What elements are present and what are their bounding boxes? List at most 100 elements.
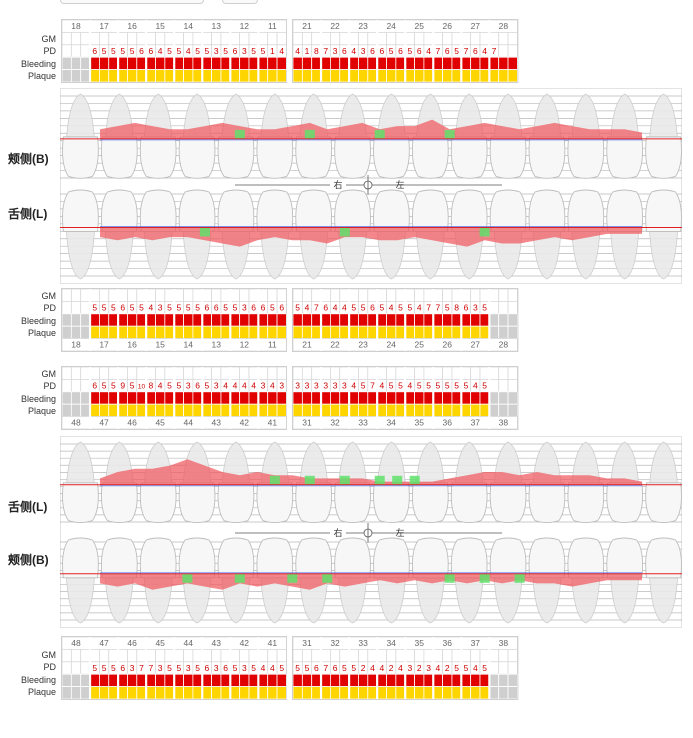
tooth-crown[interactable] bbox=[178, 189, 216, 232]
plaque-cell[interactable] bbox=[173, 403, 184, 418]
plaque-cell[interactable] bbox=[108, 686, 119, 700]
bleeding-cell[interactable] bbox=[508, 313, 519, 327]
bleeding-cell[interactable] bbox=[377, 56, 388, 71]
tooth-crown[interactable] bbox=[645, 189, 682, 232]
plaque-cell[interactable] bbox=[423, 69, 435, 83]
gm-cell[interactable] bbox=[302, 31, 313, 46]
plaque-cell[interactable] bbox=[311, 325, 322, 340]
gm-cell[interactable] bbox=[183, 648, 194, 663]
plaque-cell[interactable] bbox=[302, 69, 313, 83]
gm-cell[interactable] bbox=[192, 366, 203, 380]
bleeding-cell[interactable] bbox=[201, 313, 213, 327]
bleeding-cell[interactable] bbox=[414, 673, 425, 688]
plaque-cell[interactable] bbox=[267, 325, 278, 340]
gm-cell[interactable] bbox=[201, 31, 213, 46]
bleeding-cell[interactable] bbox=[442, 56, 453, 71]
bleeding-cell[interactable] bbox=[479, 673, 491, 688]
gm-cell[interactable] bbox=[377, 31, 388, 46]
pd-cell[interactable] bbox=[498, 300, 509, 315]
plaque-cell[interactable] bbox=[192, 403, 203, 418]
gm-cell[interactable] bbox=[386, 31, 397, 46]
plaque-cell[interactable] bbox=[339, 69, 350, 83]
gm-cell[interactable] bbox=[339, 288, 350, 302]
bleeding-cell[interactable] bbox=[339, 391, 350, 405]
bleeding-cell[interactable] bbox=[70, 313, 82, 327]
gm-cell[interactable] bbox=[155, 31, 166, 46]
bleeding-cell[interactable] bbox=[108, 56, 119, 71]
gm-cell[interactable] bbox=[498, 648, 509, 663]
plaque-cell[interactable] bbox=[489, 325, 500, 340]
bleeding-cell[interactable] bbox=[248, 391, 259, 405]
plaque-cell[interactable] bbox=[267, 403, 278, 418]
bleeding-cell[interactable] bbox=[108, 673, 119, 688]
gm-cell[interactable] bbox=[414, 288, 425, 302]
bleeding-cell[interactable] bbox=[386, 391, 397, 405]
top-control-stub[interactable] bbox=[60, 0, 204, 4]
bleeding-cell[interactable] bbox=[248, 673, 259, 688]
plaque-cell[interactable] bbox=[99, 69, 110, 83]
tooth-crown[interactable] bbox=[217, 482, 255, 524]
plaque-cell[interactable] bbox=[201, 69, 213, 83]
bleeding-cell[interactable] bbox=[442, 313, 453, 327]
gm-cell[interactable] bbox=[220, 288, 231, 302]
gm-cell[interactable] bbox=[489, 288, 500, 302]
plaque-cell[interactable] bbox=[498, 403, 509, 418]
tooth-crown[interactable] bbox=[567, 482, 605, 524]
plaque-cell[interactable] bbox=[498, 325, 509, 340]
plaque-cell[interactable] bbox=[349, 686, 360, 700]
gm-cell[interactable] bbox=[498, 31, 509, 46]
bleeding-cell[interactable] bbox=[127, 56, 138, 71]
plaque-cell[interactable] bbox=[117, 325, 128, 340]
tooth-crown[interactable] bbox=[62, 136, 99, 179]
bleeding-cell[interactable] bbox=[173, 673, 184, 688]
gm-cell[interactable] bbox=[136, 648, 147, 663]
gm-cell[interactable] bbox=[164, 366, 175, 380]
bleeding-cell[interactable] bbox=[117, 673, 128, 688]
plaque-cell[interactable] bbox=[330, 686, 341, 700]
bleeding-cell[interactable] bbox=[395, 313, 406, 327]
plaque-cell[interactable] bbox=[451, 325, 463, 340]
bleeding-cell[interactable] bbox=[267, 391, 278, 405]
bleeding-cell[interactable] bbox=[470, 391, 481, 405]
plaque-cell[interactable] bbox=[414, 325, 425, 340]
plaque-cell[interactable] bbox=[321, 325, 332, 340]
plaque-cell[interactable] bbox=[239, 325, 250, 340]
plaque-cell[interactable] bbox=[470, 69, 481, 83]
plaque-cell[interactable] bbox=[145, 325, 156, 340]
bleeding-cell[interactable] bbox=[395, 56, 406, 71]
gm-cell[interactable] bbox=[70, 31, 82, 46]
plaque-cell[interactable] bbox=[442, 403, 453, 418]
plaque-cell[interactable] bbox=[395, 686, 406, 700]
plaque-cell[interactable] bbox=[498, 686, 509, 700]
gm-cell[interactable] bbox=[292, 366, 304, 380]
bleeding-cell[interactable] bbox=[508, 391, 519, 405]
plaque-cell[interactable] bbox=[70, 325, 82, 340]
bleeding-cell[interactable] bbox=[117, 56, 128, 71]
bleeding-cell[interactable] bbox=[117, 313, 128, 327]
bleeding-cell[interactable] bbox=[70, 673, 82, 688]
gm-cell[interactable] bbox=[145, 648, 156, 663]
plaque-cell[interactable] bbox=[451, 69, 463, 83]
plaque-cell[interactable] bbox=[367, 325, 378, 340]
gm-cell[interactable] bbox=[267, 648, 278, 663]
plaque-cell[interactable] bbox=[489, 686, 500, 700]
gm-cell[interactable] bbox=[248, 648, 259, 663]
gm-cell[interactable] bbox=[377, 288, 388, 302]
plaque-cell[interactable] bbox=[136, 403, 147, 418]
bleeding-cell[interactable] bbox=[461, 673, 472, 688]
bleeding-cell[interactable] bbox=[99, 313, 110, 327]
gm-cell[interactable] bbox=[108, 366, 119, 380]
tooth-crown[interactable] bbox=[411, 136, 449, 179]
plaque-cell[interactable] bbox=[248, 69, 259, 83]
bleeding-cell[interactable] bbox=[479, 56, 491, 71]
gm-cell[interactable] bbox=[257, 31, 269, 46]
gm-cell[interactable] bbox=[292, 31, 304, 46]
bleeding-cell[interactable] bbox=[451, 313, 463, 327]
gm-cell[interactable] bbox=[276, 288, 287, 302]
bleeding-cell[interactable] bbox=[367, 56, 378, 71]
gm-cell[interactable] bbox=[117, 288, 128, 302]
bleeding-cell[interactable] bbox=[349, 313, 360, 327]
gm-cell[interactable] bbox=[239, 31, 250, 46]
tooth-crown[interactable] bbox=[450, 537, 488, 579]
gm-cell[interactable] bbox=[127, 288, 138, 302]
